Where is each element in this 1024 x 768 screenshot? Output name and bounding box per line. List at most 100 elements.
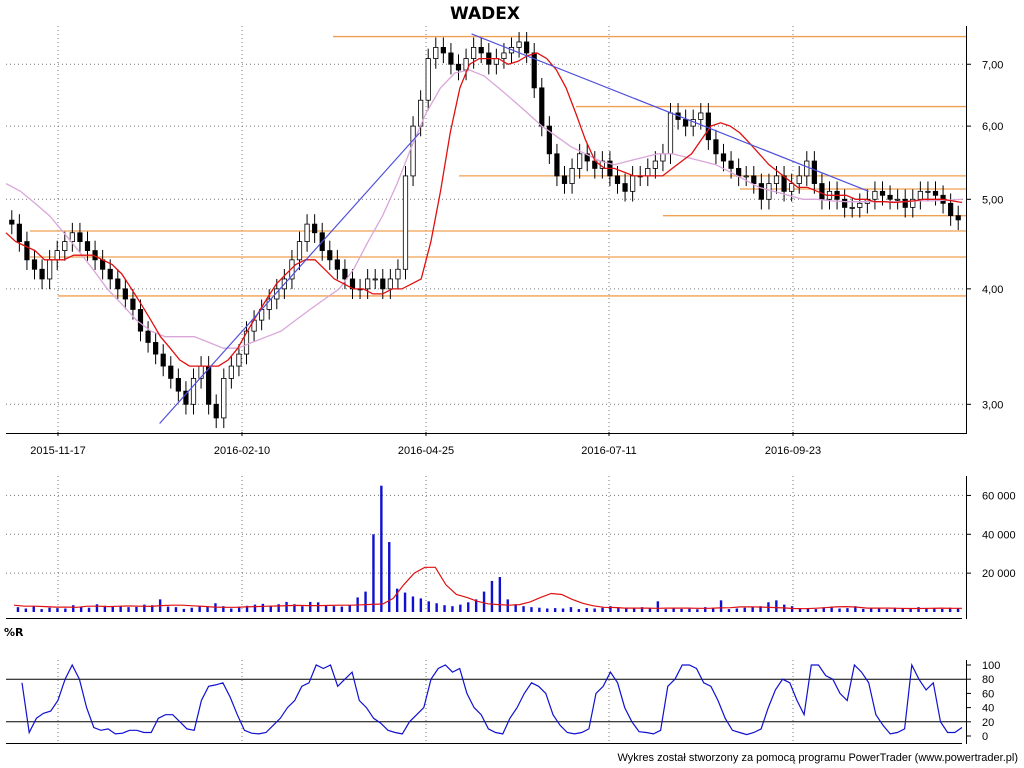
candle-body — [910, 198, 916, 208]
volume-bar — [893, 607, 897, 612]
candle-body — [440, 47, 446, 54]
candle-body — [728, 160, 734, 169]
candle-body — [236, 353, 242, 367]
candle-body — [955, 215, 961, 221]
volume-bar — [79, 606, 83, 612]
candle-body — [751, 175, 757, 184]
candle-body — [402, 175, 409, 270]
wr-tick-label: 40 — [982, 703, 994, 715]
candle-body — [683, 119, 689, 127]
volume-bar — [372, 534, 375, 612]
candle-body — [872, 190, 878, 200]
volume-bar — [482, 591, 486, 612]
volume-bar — [790, 606, 794, 612]
candle-body — [879, 190, 886, 196]
candle-body — [614, 175, 621, 184]
candle-body — [243, 330, 250, 355]
x-tick-label: 2016-09-23 — [765, 445, 821, 457]
price-tick-label: 7,00 — [982, 59, 1003, 71]
volume-bar — [711, 608, 715, 612]
volume-bar — [135, 606, 138, 612]
candle-body — [887, 194, 893, 200]
price-tick-label: 6,00 — [982, 121, 1003, 133]
volume-bar — [561, 608, 565, 612]
volume-bar — [546, 608, 549, 612]
volume-bar — [56, 608, 59, 612]
volume-bar — [798, 608, 802, 612]
volume-bar — [909, 608, 912, 612]
candle-body — [720, 153, 727, 162]
volume-bar — [166, 606, 170, 612]
candle-body — [145, 330, 151, 343]
ma-long-line — [5, 69, 963, 349]
candle-body — [115, 278, 121, 290]
candle-body — [62, 241, 68, 251]
volume-bar — [688, 608, 691, 612]
volume-bar — [538, 607, 541, 612]
candle-body — [539, 87, 545, 127]
candle-body — [107, 268, 113, 280]
volume-bar — [72, 605, 75, 612]
candle-body — [789, 183, 795, 192]
candle-body — [645, 168, 651, 177]
volume-bar — [569, 607, 573, 612]
x-tick-label: 2016-02-10 — [214, 445, 270, 457]
candle-body — [372, 278, 378, 281]
volume-bar — [388, 542, 391, 612]
volume-bar — [933, 608, 936, 612]
volume-bar — [885, 609, 889, 612]
volume-bar — [640, 607, 644, 612]
candle-body — [766, 183, 772, 200]
volume-bar — [672, 608, 675, 612]
candle-body — [569, 168, 575, 184]
volume-tick-label: 60 000 — [982, 490, 1016, 502]
candle-body — [471, 47, 477, 59]
candle-body — [811, 160, 817, 184]
candle-body — [77, 232, 83, 242]
candle-body — [296, 241, 303, 261]
candle-body — [160, 353, 166, 367]
candle-body — [804, 160, 810, 177]
candle-body — [54, 250, 60, 261]
volume-bar — [696, 609, 699, 612]
volume-bar — [301, 606, 304, 612]
candle-body — [524, 41, 530, 54]
volume-tick-label: 20 000 — [982, 568, 1016, 580]
candle-body — [713, 139, 719, 155]
volume-bar — [95, 604, 99, 612]
volume-bar — [222, 606, 225, 612]
x-tick-label: 2015-11-17 — [30, 445, 85, 457]
wr-tick-label: 100 — [982, 660, 1000, 672]
candle-body — [380, 278, 386, 290]
candle-body — [221, 378, 227, 419]
volume-bar — [261, 603, 265, 612]
volume-bar — [143, 604, 146, 612]
candle-body — [16, 223, 22, 242]
candle-body — [743, 175, 749, 178]
candle-body — [531, 52, 537, 89]
candle-body — [773, 175, 780, 184]
candle-body — [289, 259, 295, 280]
candle-body — [561, 175, 568, 184]
volume-ma-line — [13, 566, 962, 610]
candle-body — [168, 365, 174, 379]
volume-bar — [395, 588, 399, 612]
x-tick-label: 2016-07-11 — [581, 445, 636, 457]
candle-body — [9, 219, 15, 225]
volume-bar — [648, 608, 652, 612]
candle-body — [758, 183, 764, 200]
volume-bar — [743, 607, 746, 612]
wr-tick-label: 80 — [982, 674, 994, 686]
candle-body — [304, 223, 310, 242]
volume-bar — [119, 606, 122, 612]
volume-bar — [956, 608, 960, 612]
candle-body — [857, 202, 863, 208]
volume-bar — [443, 605, 446, 612]
candle-body — [69, 232, 75, 242]
volume-bar — [704, 607, 707, 612]
volume-bar — [474, 599, 478, 612]
candle-body — [342, 268, 348, 280]
candle-body — [448, 52, 454, 65]
candle-body — [153, 342, 159, 355]
volume-bar — [593, 608, 596, 612]
